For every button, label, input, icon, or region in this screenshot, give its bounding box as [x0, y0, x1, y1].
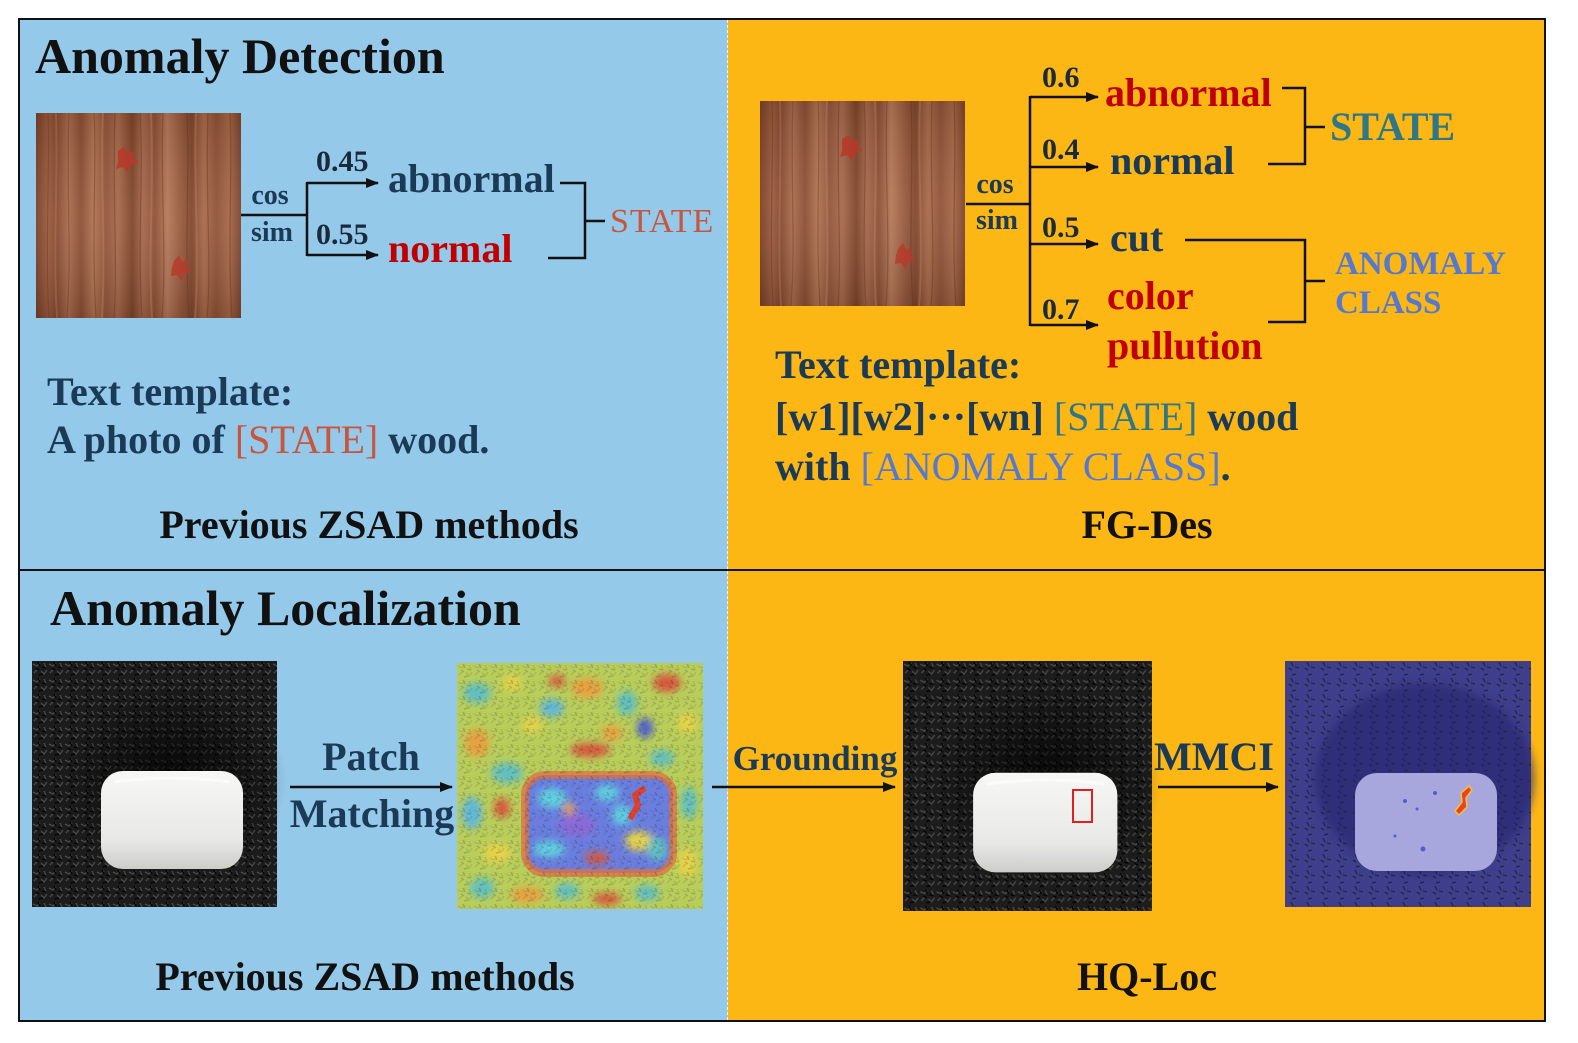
patch-label: Patch [322, 734, 420, 779]
localization-result-image [1285, 661, 1535, 907]
wood-sample-image [35, 112, 242, 319]
cos-label: cos [976, 169, 1014, 200]
label-pullution: pullution [1107, 323, 1263, 368]
fg-des-similarity-tree [966, 86, 1325, 330]
fg-des-caption: FG-Des [1081, 502, 1213, 547]
bracket-state [548, 181, 605, 260]
bracket-state [1268, 86, 1325, 166]
score-abnormal: 0.45 [316, 145, 369, 178]
template-state-slot: [STATE] [234, 417, 379, 462]
previous-localization-caption: Previous ZSAD methods [155, 954, 575, 999]
template-word-tokens: [w1][w2]···[wn] [775, 394, 1044, 439]
previous-similarity-tree [241, 178, 605, 260]
score-abnormal: 0.6 [1042, 61, 1080, 94]
state-group-label: STATE [1330, 104, 1456, 149]
template-line-2: with [ANOMALY CLASS]. [775, 447, 1231, 487]
label-abnormal: abnormal [1105, 70, 1272, 115]
template-suffix: wood. [388, 417, 490, 462]
template-suffix: wood [1207, 394, 1299, 439]
score-color-pullution: 0.7 [1042, 293, 1080, 326]
template-state-slot: [STATE] [1053, 394, 1198, 439]
anomaly-localization-title: Anomaly Localization [50, 580, 521, 636]
template-period: . [1220, 444, 1231, 489]
anomaly-detection-title: Anomaly Detection [35, 28, 445, 84]
sim-label: sim [251, 217, 293, 248]
label-normal: normal [388, 226, 513, 271]
mmci-label: MMCI [1154, 734, 1274, 779]
sim-label: sim [976, 205, 1018, 236]
label-color: color [1107, 273, 1194, 318]
grounded-gum-image [901, 659, 1164, 913]
score-cut: 0.5 [1042, 211, 1080, 244]
anomaly-class-label-line1: ANOMALY [1335, 246, 1507, 282]
gum-sample-image [30, 659, 289, 909]
grounding-label: Grounding [732, 739, 898, 778]
cos-label: cos [251, 180, 289, 211]
previous-detection-caption: Previous ZSAD methods [159, 502, 579, 547]
figure-frame [18, 18, 1546, 1022]
wood-sample-image [759, 100, 966, 307]
horizontal-divider [18, 569, 1546, 571]
template-line-1: [w1][w2]···[wn] [STATE] wood [775, 397, 1298, 437]
state-group-label: STATE [610, 203, 715, 240]
hq-loc-caption: HQ-Loc [1077, 954, 1217, 999]
grounding-box [1072, 789, 1093, 823]
score-normal: 0.4 [1042, 133, 1080, 166]
template-heading: Text template: [775, 342, 1022, 387]
patch-matching-heatmap [457, 663, 703, 909]
bracket-anomaly-class [1185, 238, 1325, 324]
label-cut: cut [1110, 215, 1164, 260]
template-prefix: with [775, 444, 851, 489]
dashed-vertical-divider [727, 20, 728, 1020]
anomaly-class-label-line2: CLASS [1335, 285, 1442, 321]
matching-label: Matching [289, 791, 455, 836]
template-prefix: A photo of [47, 417, 225, 462]
label-normal: normal [1110, 138, 1235, 183]
template-heading: Text template: [47, 369, 294, 414]
template-anomaly-class-slot: [ANOMALY CLASS] [860, 444, 1221, 489]
score-normal: 0.55 [316, 218, 369, 251]
label-abnormal: abnormal [388, 156, 555, 201]
template-line: A photo of [STATE] wood. [47, 420, 489, 460]
